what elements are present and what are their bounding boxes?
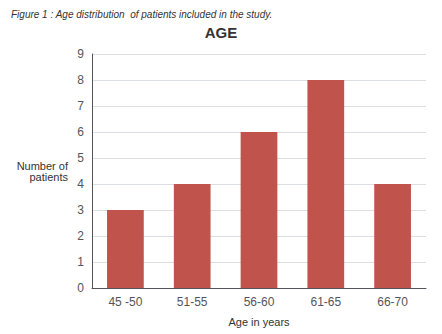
svg-text:61-65: 61-65 xyxy=(310,295,341,309)
svg-text:5: 5 xyxy=(77,151,84,165)
svg-text:1: 1 xyxy=(77,255,84,269)
svg-text:patients: patients xyxy=(29,171,68,183)
svg-text:8: 8 xyxy=(77,73,84,87)
svg-text:Figure 1 : Age distribution o: Figure 1 : Age distribution of patients … xyxy=(11,9,272,20)
svg-text:3: 3 xyxy=(77,203,84,217)
svg-text:AGE: AGE xyxy=(205,24,238,41)
svg-text:Age in years: Age in years xyxy=(228,316,290,328)
svg-text:Number of: Number of xyxy=(16,159,68,172)
svg-text:66-70: 66-70 xyxy=(377,295,408,309)
svg-text:0: 0 xyxy=(77,281,84,295)
svg-text:56-60: 56-60 xyxy=(244,295,275,309)
svg-text:45 -50: 45 -50 xyxy=(108,295,142,309)
svg-text:7: 7 xyxy=(77,99,84,113)
svg-text:6: 6 xyxy=(77,125,84,139)
svg-text:2: 2 xyxy=(77,229,84,243)
svg-text:4: 4 xyxy=(77,177,84,191)
svg-text:9: 9 xyxy=(77,47,84,61)
svg-text:51-55: 51-55 xyxy=(177,295,208,309)
